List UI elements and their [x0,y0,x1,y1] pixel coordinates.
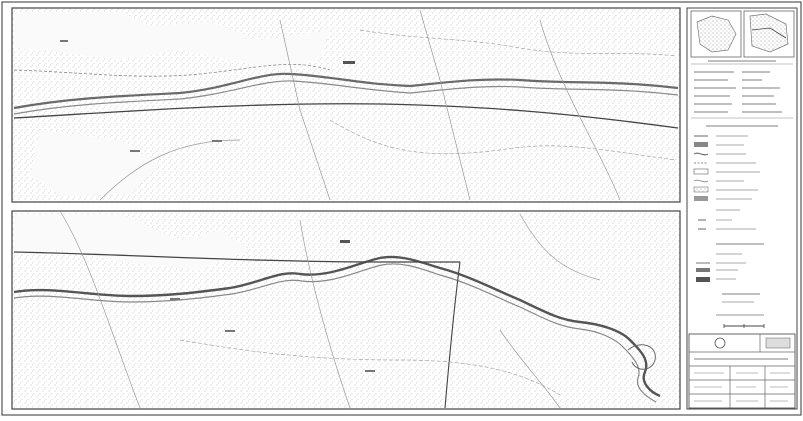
logo-block [765,337,791,349]
track-line [519,213,601,281]
region-outline [749,13,789,53]
alignment-line [444,261,461,409]
place-marker [340,240,350,243]
track-line [539,19,621,201]
country-outline [696,15,737,53]
sheet-sidebar [686,7,798,410]
track-line [299,219,351,409]
track-line [499,329,561,409]
track-line [279,19,331,201]
region-river [751,27,787,39]
location-maps [690,10,795,58]
contour-line [179,339,561,396]
agency-seal [714,337,726,349]
alignment-line [13,251,460,263]
river-bank [13,255,661,398]
place-marker [170,298,180,300]
legend [693,125,778,282]
river-loop [627,344,656,370]
place-marker [365,370,375,372]
river-bank [13,80,679,115]
legend-rows [693,135,760,201]
place-marker [60,40,68,42]
track-line [59,210,141,409]
blank-zone [30,130,160,196]
blank-zone [14,214,250,270]
river-bank [13,72,679,110]
map-panel-top[interactable] [11,7,681,203]
river-bank [13,263,657,403]
place-marker [212,140,222,142]
place-marker [343,61,355,64]
contour-line [329,119,677,161]
scale-and-north [716,293,765,328]
map-panel-bottom[interactable] [11,210,681,410]
track-line [419,9,471,201]
blank-zone [14,12,330,70]
place-marker [130,150,140,152]
title-block [688,333,796,409]
place-marker [225,330,235,332]
track-line [13,63,331,77]
project-info-table [691,60,793,119]
alignment-line [13,103,679,129]
